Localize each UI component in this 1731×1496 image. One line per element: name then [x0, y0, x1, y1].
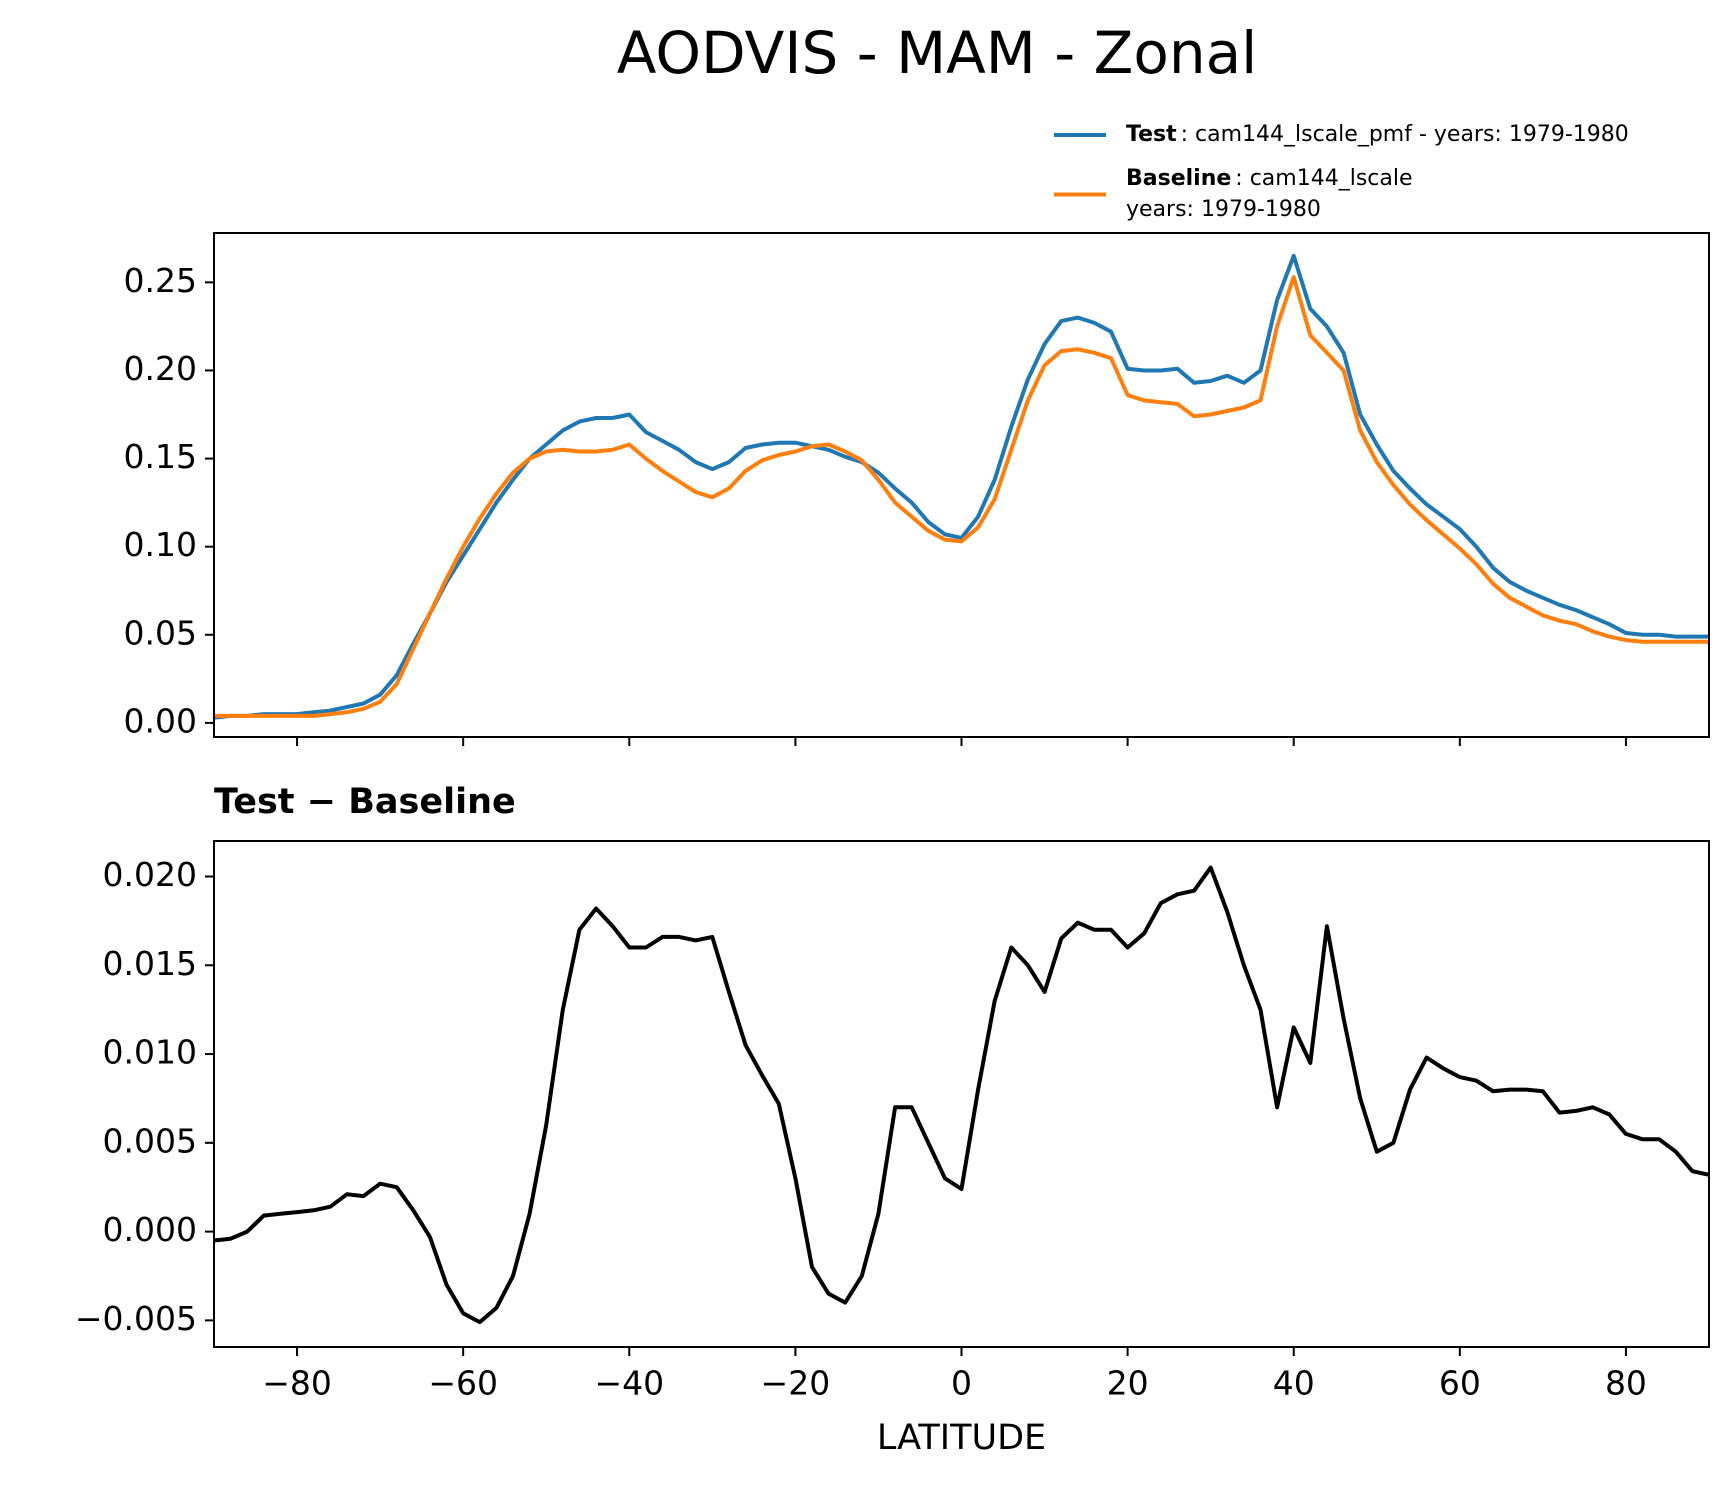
x-tick-label: −40	[594, 1364, 664, 1403]
figure-title: AODVIS - MAM - Zonal	[617, 19, 1258, 87]
y-tick-label: 0.010	[103, 1033, 197, 1072]
y-tick-label: 0.20	[124, 349, 197, 388]
legend-label: Test: cam144_lscale_pmf - years: 1979-19…	[1126, 122, 1629, 147]
y-tick-label: 0.10	[124, 525, 197, 564]
subplot-title: Test − Baseline	[214, 782, 516, 822]
y-tick-label: −0.005	[75, 1299, 197, 1338]
x-tick-label: 80	[1605, 1364, 1647, 1403]
axes-frame	[213, 232, 1710, 738]
x-tick-label: 40	[1273, 1364, 1315, 1403]
legend-name: Test	[1126, 122, 1177, 147]
series-line	[214, 275, 1709, 718]
y-tick-label: 0.15	[124, 437, 197, 476]
legend-text: years: 1979-1980	[1126, 197, 1321, 222]
y-tick-label: 0.25	[124, 261, 197, 300]
x-tick-label: 60	[1439, 1364, 1481, 1403]
y-tick-label: 0.015	[103, 944, 197, 983]
y-tick-label: 0.005	[103, 1121, 197, 1160]
y-tick-label: 0.000	[103, 1210, 197, 1249]
series-line	[214, 253, 1709, 720]
x-tick-label: 20	[1107, 1364, 1149, 1403]
x-tick-label: 0	[951, 1364, 972, 1403]
y-tick-label: 0.00	[124, 701, 197, 740]
series-line	[214, 865, 1709, 1325]
x-axis-label: LATITUDE	[877, 1418, 1046, 1458]
x-tick-label: −60	[428, 1364, 498, 1403]
legend-text: : cam144_lscale	[1235, 166, 1412, 191]
x-tick-label: −80	[262, 1364, 332, 1403]
legend-name: Baseline	[1126, 166, 1231, 191]
legend-label: Baseline: cam144_lscale	[1126, 166, 1413, 191]
x-tick-label: −20	[761, 1364, 831, 1403]
y-tick-label: 0.020	[103, 855, 197, 894]
axes-frame	[213, 840, 1710, 1348]
legend-text: : cam144_lscale_pmf - years: 1979-1980	[1181, 122, 1629, 147]
y-tick-label: 0.05	[124, 613, 197, 652]
